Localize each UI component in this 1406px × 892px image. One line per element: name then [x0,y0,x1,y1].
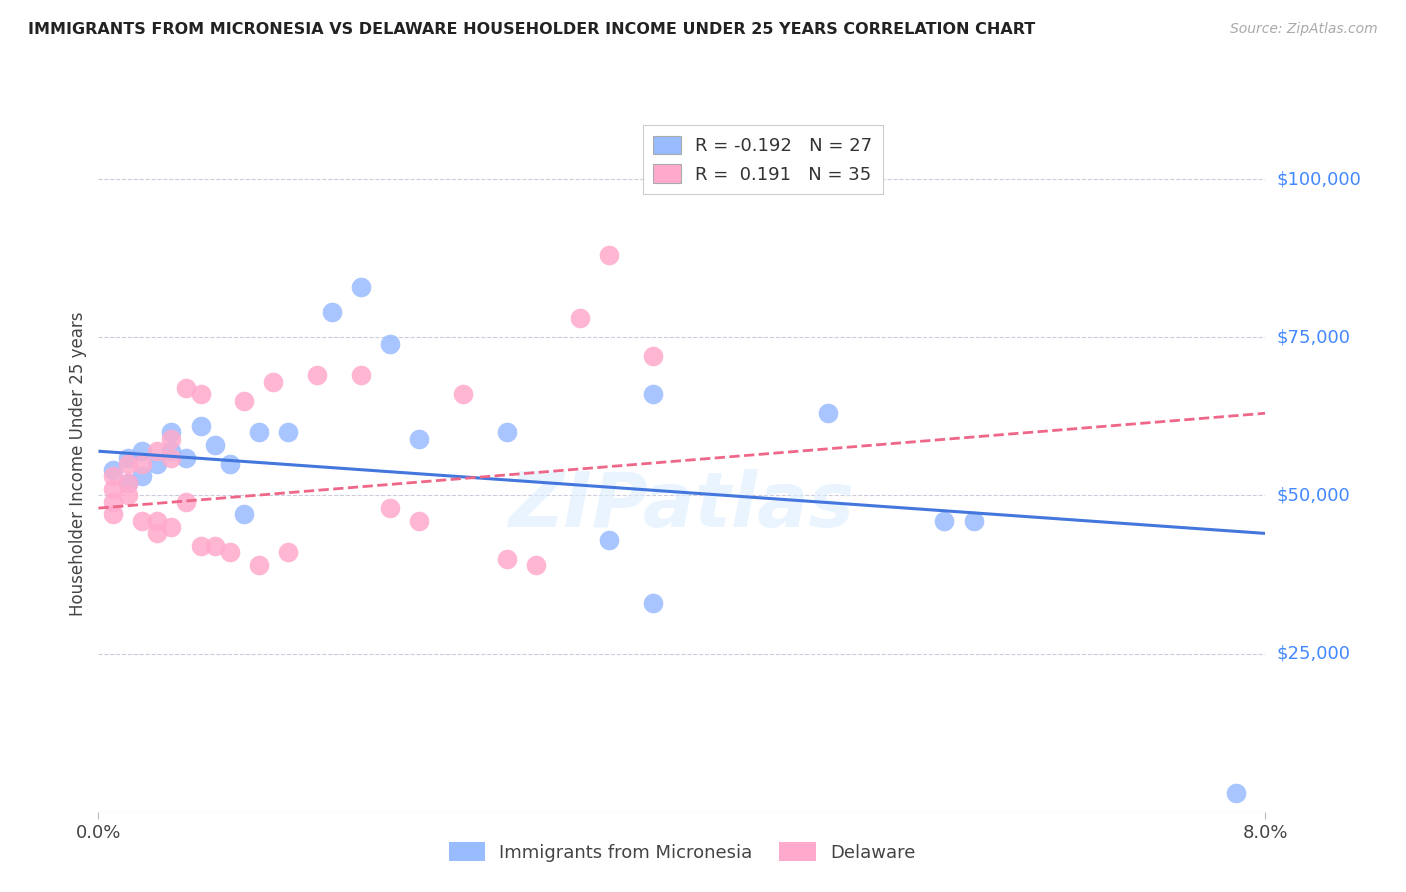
Point [117,475,139,490]
Point [204,539,226,553]
Point [350,279,373,293]
Point [160,444,183,458]
Point [117,457,139,471]
Point [131,457,153,471]
Point [190,539,212,553]
Y-axis label: Householder Income Under 25 years: Householder Income Under 25 years [69,311,87,616]
Text: Source: ZipAtlas.com: Source: ZipAtlas.com [1230,22,1378,37]
Point [568,311,591,326]
Point [101,463,124,477]
Point [146,526,169,541]
Text: ZIPatlas: ZIPatlas [509,468,855,542]
Point [817,406,839,420]
Point [117,475,139,490]
Point [307,368,329,383]
Text: $100,000: $100,000 [1277,170,1361,188]
Point [247,425,270,440]
Point [174,450,197,465]
Point [160,425,183,440]
Point [101,508,124,522]
Point [934,514,956,528]
Point [524,558,547,572]
Point [641,387,664,401]
Point [101,495,124,509]
Point [190,387,212,401]
Point [174,381,197,395]
Point [233,508,256,522]
Point [247,558,270,572]
Point [408,514,430,528]
Point [378,501,402,516]
Text: IMMIGRANTS FROM MICRONESIA VS DELAWARE HOUSEHOLDER INCOME UNDER 25 YEARS CORRELA: IMMIGRANTS FROM MICRONESIA VS DELAWARE H… [28,22,1035,37]
Point [146,444,169,458]
Point [378,336,402,351]
Point [1225,786,1247,800]
Point [101,469,124,483]
Point [160,432,183,446]
Legend: Immigrants from Micronesia, Delaware: Immigrants from Micronesia, Delaware [441,835,922,869]
Point [962,514,984,528]
Point [160,520,183,534]
Point [204,438,226,452]
Point [146,514,169,528]
Point [117,450,139,465]
Text: $25,000: $25,000 [1277,645,1351,663]
Point [641,349,664,363]
Point [117,488,139,502]
Text: $75,000: $75,000 [1277,328,1351,346]
Point [146,457,169,471]
Point [218,545,240,559]
Point [174,495,197,509]
Point [277,545,299,559]
Point [598,248,620,262]
Point [496,551,519,566]
Point [408,432,430,446]
Point [641,596,664,610]
Point [262,375,284,389]
Point [350,368,373,383]
Point [321,305,343,319]
Point [131,469,153,483]
Point [131,514,153,528]
Point [160,450,183,465]
Point [218,457,240,471]
Point [190,418,212,433]
Point [131,444,153,458]
Point [101,482,124,496]
Point [451,387,474,401]
Point [598,533,620,547]
Point [233,393,256,408]
Text: $50,000: $50,000 [1277,486,1350,505]
Point [277,425,299,440]
Point [496,425,519,440]
